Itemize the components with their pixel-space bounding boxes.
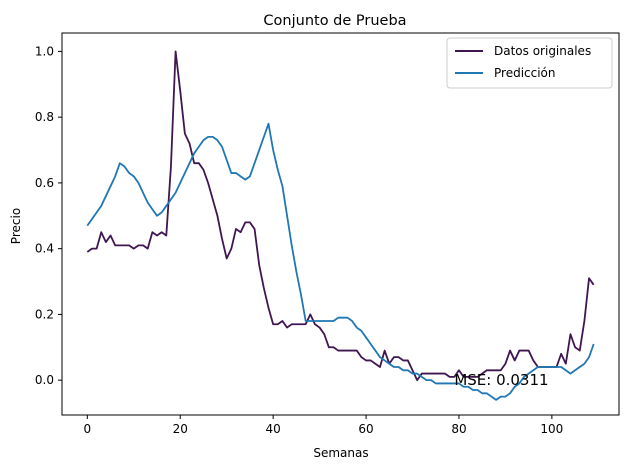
series-layer xyxy=(86,50,595,401)
y-tick-label: 0.2 xyxy=(35,307,54,321)
y-tick-label: 0.8 xyxy=(35,110,54,124)
x-tick-label: 80 xyxy=(451,422,466,436)
legend-label-prediction: Predicción xyxy=(494,66,556,80)
chart-title: Conjunto de Prueba xyxy=(263,13,406,29)
y-tick-label: 0.6 xyxy=(35,176,54,190)
x-tick-label: 100 xyxy=(540,422,563,436)
x-axis-title: Semanas xyxy=(313,446,368,460)
mse-annotation: MSE: 0.0311 xyxy=(454,371,548,389)
x-tick-label: 20 xyxy=(173,422,188,436)
x-tick-label: 60 xyxy=(358,422,373,436)
legend-box xyxy=(446,37,613,89)
x-tick-label: 0 xyxy=(83,422,91,436)
series-line-original xyxy=(86,50,595,382)
x-axis: 0 20 40 60 80 100 xyxy=(83,415,563,436)
y-tick-label: 1.0 xyxy=(35,44,54,58)
series-line-prediction xyxy=(86,122,595,401)
y-tick-label: 0.0 xyxy=(35,373,54,387)
legend-label-original: Datos originales xyxy=(494,44,591,58)
plot-area-frame xyxy=(61,32,620,416)
y-tick-label: 0.4 xyxy=(35,242,54,256)
legend: Datos originales Predicción xyxy=(446,37,613,89)
y-axis-title: Precio xyxy=(9,208,23,244)
x-tick-label: 40 xyxy=(265,422,280,436)
y-axis: 0.0 0.2 0.4 0.6 0.8 1.0 xyxy=(35,44,62,387)
